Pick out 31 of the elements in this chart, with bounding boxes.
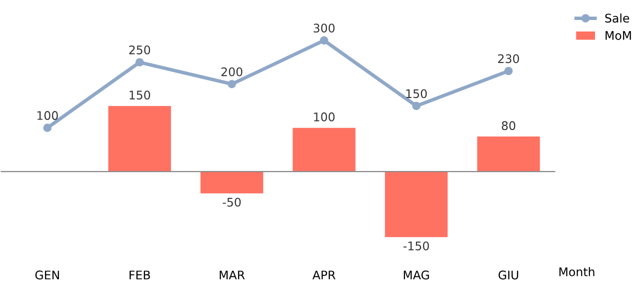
legend-label: Sale — [605, 13, 630, 23]
data-label: 200 — [221, 67, 242, 76]
bar — [477, 136, 540, 172]
x-tick-label: GEN — [35, 270, 59, 280]
data-label: 150 — [406, 89, 427, 98]
data-label: 100 — [37, 111, 58, 120]
point — [228, 80, 236, 88]
data-label: 250 — [129, 45, 150, 54]
x-tick-label: MAG — [404, 270, 429, 280]
bar — [384, 172, 448, 238]
point — [135, 58, 144, 66]
data-label: 100 — [314, 112, 335, 122]
bar — [200, 172, 264, 194]
x-tick-label: GIU — [498, 270, 518, 280]
bar — [108, 106, 171, 172]
x-tick-label: FEB — [130, 270, 150, 280]
data-label: -150 — [403, 241, 429, 250]
bar — [292, 128, 356, 172]
data-label: 300 — [314, 24, 335, 33]
point — [320, 36, 328, 45]
point — [504, 66, 513, 76]
x-tick-label: APR — [312, 270, 336, 280]
data-label: 230 — [498, 54, 520, 64]
data-label: 150 — [130, 90, 150, 100]
x-tick-label: MAR — [220, 270, 245, 280]
point — [43, 124, 52, 132]
x-axis-title: Month — [559, 267, 594, 276]
point — [412, 102, 420, 110]
data-label: 80 — [502, 121, 516, 130]
data-label: -50 — [222, 198, 241, 207]
legend-label: MoM — [606, 31, 631, 40]
